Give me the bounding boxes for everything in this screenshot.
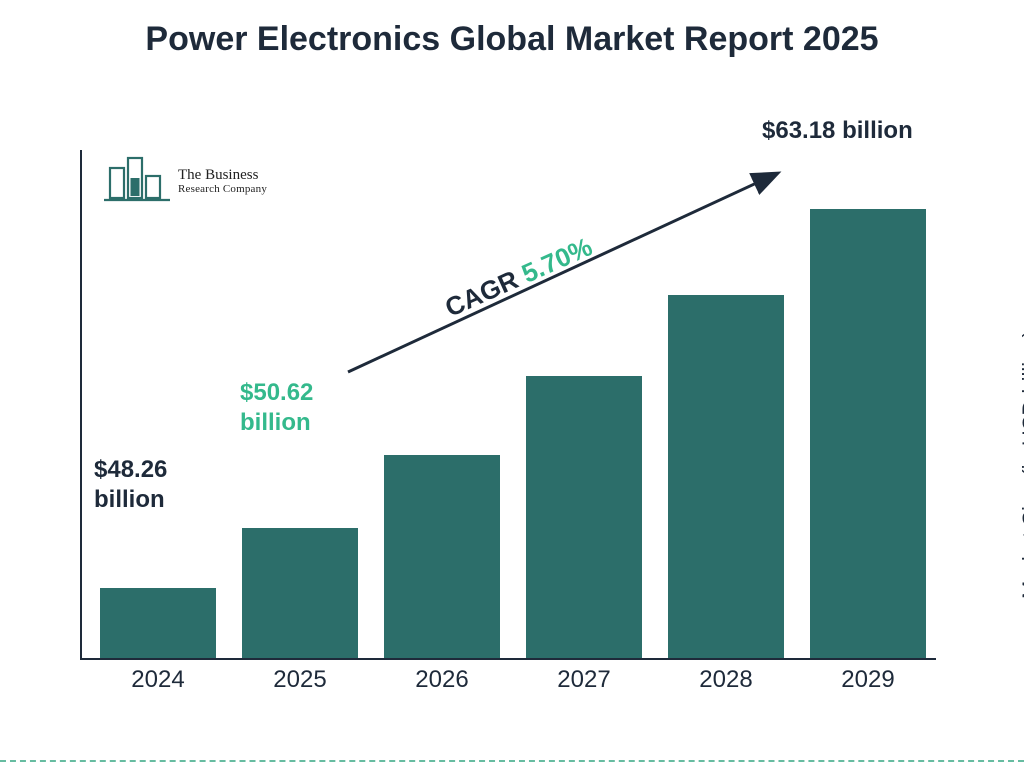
value-label: $63.18 billion [762,116,913,146]
dashed-divider [0,760,1024,762]
value-label: $48.26billion [94,455,167,515]
value-label: $50.62billion [240,378,313,438]
y-axis-label: Market Size (in USD billion) [1018,330,1024,599]
chart-container: Power Electronics Global Market Report 2… [0,0,1024,768]
